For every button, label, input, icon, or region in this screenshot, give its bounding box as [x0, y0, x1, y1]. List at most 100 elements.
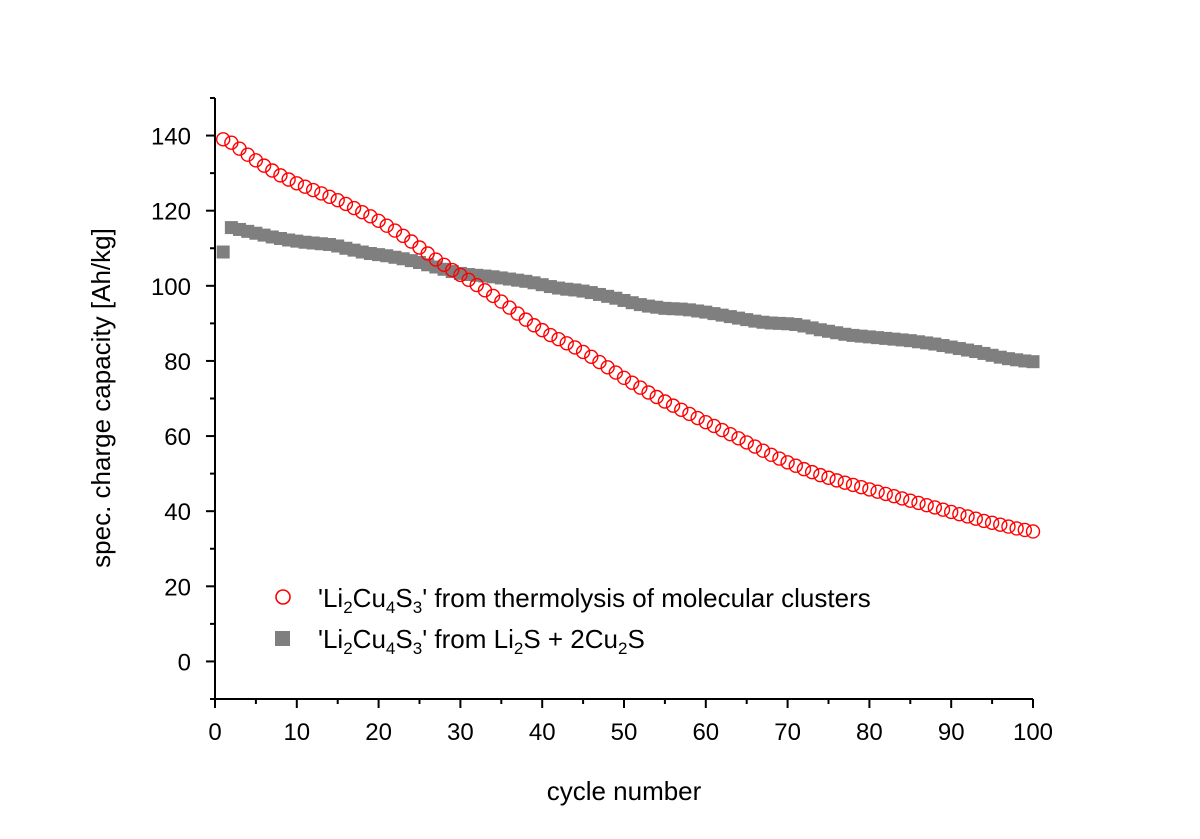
legend-text-part: ' from Li: [422, 624, 514, 654]
legend-subscript: 3: [413, 598, 422, 617]
data-point-circle: [543, 327, 558, 343]
data-point-circle: [870, 484, 885, 499]
x-tick-label: 0: [208, 719, 221, 746]
data-point-circle: [265, 163, 280, 178]
x-tick-label: 10: [283, 719, 310, 746]
legend-label-li2s-cu2s: 'Li2Cu4S3' from Li2S + 2Cu2S: [318, 624, 645, 658]
x-tick-label: 50: [611, 719, 638, 746]
data-point-circle: [1001, 519, 1016, 534]
x-tick-label: 20: [365, 719, 392, 746]
x-tick-label: 40: [529, 719, 556, 746]
data-point-circle: [976, 513, 992, 529]
data-point-circle: [1025, 524, 1041, 539]
x-tick-label: 30: [447, 719, 474, 746]
legend-marker-filled-square: [275, 631, 290, 646]
x-tick-label: 100: [1013, 719, 1053, 746]
data-point-circle: [935, 502, 951, 517]
data-point-circle: [215, 132, 231, 147]
legend-text-part: Cu: [353, 583, 386, 613]
data-point-circle: [706, 418, 722, 434]
data-point-circle: [927, 500, 943, 515]
legend: 'Li2Cu4S3' from thermolysis of molecular…: [275, 583, 871, 658]
data-point-circle: [281, 172, 296, 187]
data-point-circle: [854, 479, 869, 495]
data-point-circle: [559, 336, 574, 351]
data-point-circle: [461, 272, 476, 288]
data-point-circle: [665, 398, 681, 413]
data-point-circle: [739, 435, 754, 450]
data-point-circle: [984, 515, 1000, 531]
legend-subscript: 2: [618, 639, 627, 658]
y-tick-label: 80: [164, 349, 191, 376]
legend-item-li2s-cu2s: 'Li2Cu4S3' from Li2S + 2Cu2S: [275, 624, 645, 658]
data-point-circle: [747, 439, 763, 454]
legend-subscript: 2: [514, 639, 523, 658]
data-point-circle: [903, 493, 918, 508]
series-0: [215, 132, 1041, 539]
data-point-circle: [764, 447, 779, 463]
data-point-circle: [314, 186, 329, 201]
data-point-circle: [731, 431, 746, 446]
y-tick-label: 40: [164, 499, 191, 526]
data-point-circle: [551, 331, 566, 347]
data-point-circle: [322, 189, 337, 204]
data-point-square: [1026, 355, 1040, 369]
legend-text-part: S: [395, 624, 412, 654]
data-point-circle: [993, 517, 1008, 532]
data-point-circle: [453, 267, 468, 283]
data-point-circle: [723, 426, 738, 442]
x-tick-label: 60: [692, 719, 719, 746]
legend-subscript: 4: [386, 598, 395, 617]
legend-subscript: 2: [343, 598, 352, 617]
data-point-circle: [535, 322, 550, 338]
data-point-circle: [657, 394, 673, 409]
series-layer: [215, 132, 1041, 539]
data-point-circle: [960, 509, 975, 524]
data-point-circle: [273, 168, 288, 183]
data-point-circle: [363, 209, 378, 224]
data-point-circle: [1017, 522, 1033, 538]
legend-marker-open-circle: [275, 589, 291, 605]
legend-label-thermolysis: 'Li2Cu4S3' from thermolysis of molecular…: [318, 583, 871, 617]
data-point-circle: [526, 318, 542, 333]
data-point-circle: [436, 257, 452, 272]
data-point-circle: [788, 458, 803, 473]
data-point-circle: [813, 467, 828, 483]
x-tick-label: 70: [774, 719, 801, 746]
data-point-circle: [355, 204, 370, 220]
data-point-circle: [592, 354, 607, 370]
data-point-circle: [305, 182, 321, 198]
data-point-circle: [428, 252, 444, 267]
data-point-circle: [968, 511, 983, 526]
data-point-circle: [289, 176, 304, 191]
legend-text-part: 'Li: [318, 624, 343, 654]
data-point-circle: [248, 153, 264, 168]
data-point-circle: [584, 349, 599, 365]
data-point-circle: [608, 365, 624, 380]
data-point-circle: [682, 406, 697, 422]
y-tick-label: 140: [151, 124, 191, 151]
y-tick-label: 100: [151, 274, 191, 301]
data-point-circle: [804, 464, 820, 480]
data-point-circle: [616, 370, 632, 386]
data-point-circle: [698, 414, 713, 430]
data-point-circle: [297, 179, 313, 194]
ticks: 0 10 20 30 40 50 60 70 80 90 100 0 20 40 60 80 100 120 140: [151, 97, 1053, 746]
legend-text-part: 'Li: [318, 583, 343, 613]
data-point-circle: [821, 470, 836, 485]
legend-subscript: 3: [413, 639, 422, 658]
data-point-circle: [829, 473, 844, 488]
data-point-circle: [894, 491, 910, 506]
data-point-square: [216, 245, 230, 259]
data-point-circle: [649, 389, 664, 405]
x-tick-label: 80: [856, 719, 883, 746]
data-point-circle: [952, 506, 967, 522]
data-point-circle: [862, 482, 877, 497]
data-point-circle: [796, 461, 812, 477]
data-point-circle: [837, 475, 853, 490]
x-tick-label: 90: [938, 719, 965, 746]
data-point-circle: [714, 422, 730, 438]
y-tick-label: 0: [178, 649, 191, 676]
data-point-circle: [780, 455, 795, 470]
